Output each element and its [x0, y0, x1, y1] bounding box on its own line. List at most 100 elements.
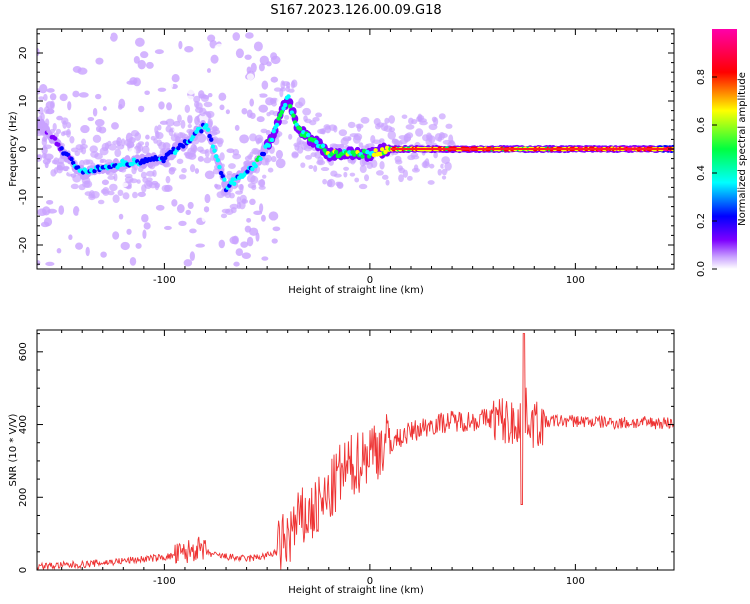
noise-blob — [260, 261, 268, 266]
noise-blob — [95, 93, 102, 100]
halo-blob — [405, 124, 415, 130]
noise-blob — [46, 199, 54, 205]
halo-blob — [113, 173, 118, 182]
ridge-core — [130, 161, 135, 167]
halo-blob — [66, 128, 71, 138]
ridge-core — [287, 103, 293, 109]
noise-blob — [142, 229, 147, 240]
ridge-core — [210, 144, 216, 149]
noise-blob — [207, 93, 213, 98]
noise-blob — [270, 76, 279, 83]
noise-blob — [205, 52, 211, 63]
noise-blob — [246, 66, 252, 74]
halo-blob — [358, 183, 368, 190]
ridge-core — [276, 116, 281, 121]
halo-blob — [121, 138, 126, 147]
halo-blob — [379, 138, 385, 143]
halo-blob — [212, 168, 220, 175]
noise-blob — [143, 222, 151, 230]
halo-blob — [395, 159, 403, 165]
halo-blob — [217, 139, 223, 148]
noise-blob — [58, 205, 65, 215]
halo-blob — [308, 165, 314, 170]
noise-blob — [141, 213, 149, 223]
noise-blob — [37, 47, 40, 57]
halo-blob — [45, 108, 55, 115]
halo-blob — [176, 158, 184, 165]
noise-blob — [205, 221, 214, 226]
ridge-core — [207, 133, 212, 139]
noise-blob — [187, 114, 193, 124]
noise-blob — [41, 66, 47, 75]
halo-blob — [165, 118, 175, 127]
halo-blob — [187, 123, 192, 129]
noise-blob — [249, 98, 255, 107]
snr-frame — [36, 329, 675, 571]
halo-blob — [220, 213, 228, 219]
halo-blob — [381, 174, 389, 180]
noise-blob — [166, 102, 172, 111]
halo-blob — [321, 128, 326, 135]
halo-blob — [228, 163, 236, 169]
halo-blob — [137, 144, 144, 152]
y-tick-label: 0 — [18, 567, 29, 573]
halo-blob — [132, 191, 138, 199]
ridge-core — [43, 126, 48, 132]
halo-blob — [161, 184, 171, 192]
noise-blob — [43, 230, 49, 236]
noise-blob — [134, 37, 145, 47]
halo-blob — [192, 144, 198, 153]
halo-blob — [280, 119, 288, 125]
noise-blob — [241, 252, 251, 260]
noise-blob — [75, 242, 83, 250]
noise-blob — [154, 49, 164, 55]
noise-blob — [195, 243, 205, 248]
x-tick-label: 0 — [367, 576, 373, 587]
noise-blob — [199, 35, 204, 41]
halo-blob — [441, 168, 448, 176]
noise-blob — [85, 246, 90, 257]
halo-blob — [251, 185, 257, 191]
halo-blob — [384, 117, 390, 124]
ridge-core — [209, 137, 214, 142]
halo-blob — [402, 169, 408, 178]
colorbar-tick-label: 0.0 — [696, 261, 707, 277]
halo-blob — [141, 145, 150, 154]
x-tick-label: 0 — [367, 275, 373, 286]
noise-blob — [261, 214, 266, 222]
noise-blob — [73, 206, 80, 216]
halo-blob — [347, 121, 356, 129]
halo-blob — [43, 93, 48, 102]
halo-blob — [288, 133, 293, 140]
noise-blob — [185, 209, 191, 216]
noise-blob — [258, 93, 268, 98]
noise-blob — [258, 63, 265, 72]
y-tick-label: 600 — [18, 342, 29, 361]
noise-blob — [123, 109, 129, 118]
halo-blob — [415, 128, 424, 137]
ridge-core — [371, 152, 377, 158]
ridge-core — [286, 94, 291, 99]
halo-blob — [137, 141, 145, 146]
halo-blob — [401, 114, 408, 119]
halo-blob — [158, 141, 167, 150]
noise-blob — [171, 199, 178, 207]
halo-blob — [388, 115, 395, 124]
noise-blob — [59, 71, 69, 79]
halo-blob — [438, 113, 446, 120]
ridge-core — [59, 146, 64, 151]
halo-blob — [333, 173, 342, 178]
ridge-core — [212, 148, 217, 153]
halo-blob — [347, 136, 352, 141]
noise-blob — [78, 92, 89, 98]
noise-blob — [261, 80, 269, 90]
noise-blob — [186, 85, 196, 95]
noise-blob — [39, 83, 48, 94]
ridge-core — [383, 149, 388, 155]
x-tick-label: 100 — [566, 275, 585, 286]
halo-blob — [178, 174, 187, 180]
noise-blob — [137, 59, 146, 70]
noise-blob — [214, 43, 225, 54]
noise-blob — [184, 59, 191, 66]
noise-blob — [120, 182, 129, 188]
